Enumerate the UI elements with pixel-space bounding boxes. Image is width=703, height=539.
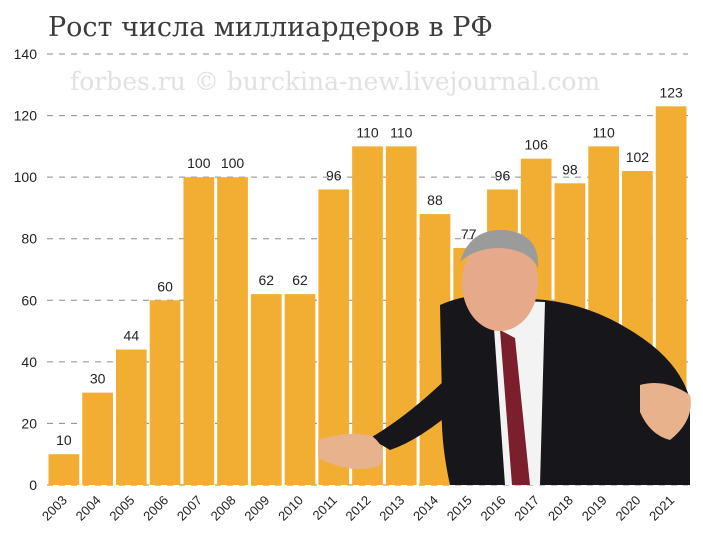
y-axis-labels: 0 20 40 60 80 100 120 140 (14, 46, 38, 493)
x-tick-label: 2015 (444, 493, 475, 524)
y-tick-label: 140 (14, 46, 38, 62)
bar (284, 294, 316, 485)
redacted-label-patch (512, 16, 690, 44)
bar (149, 300, 181, 485)
data-label: 60 (157, 278, 173, 294)
watermark-text: forbes.ru © burckina-new.livejournal.com (70, 67, 600, 96)
bar (48, 454, 80, 485)
data-label: 110 (356, 124, 379, 140)
x-axis-labels: 2003 2004 2005 2006 2007 2008 2009 2010 2011 2012… (39, 493, 677, 524)
x-tick-label: 2012 (343, 493, 374, 524)
data-label: 88 (427, 192, 443, 208)
x-tick-label: 2006 (140, 493, 171, 524)
bar (115, 349, 147, 485)
x-tick-label: 2017 (511, 493, 542, 524)
y-tick-label: 20 (21, 415, 37, 431)
bar (82, 392, 113, 485)
y-tick-label: 40 (21, 354, 37, 370)
data-label: 77 (461, 226, 477, 242)
x-tick-label: 2014 (410, 493, 441, 524)
bars: 10 30 44 60 100 100 62 62 96 110 110 88 77 96 106 98 110… (48, 84, 687, 486)
x-tick-label: 2020 (612, 493, 643, 524)
x-tick-label: 2013 (376, 493, 407, 524)
y-tick-label: 100 (14, 169, 38, 185)
data-label: 44 (124, 328, 140, 344)
bar (217, 177, 248, 485)
y-tick-label: 0 (29, 477, 37, 493)
x-tick-label: 2009 (241, 493, 272, 524)
y-tick-label: 120 (14, 108, 38, 124)
x-tick-label: 2019 (579, 493, 610, 524)
person-photo (318, 229, 691, 485)
x-tick-label: 2021 (646, 493, 677, 524)
x-tick-label: 2010 (275, 493, 306, 524)
chart-title: Рост числа миллиардеров в РФ (48, 12, 493, 43)
data-label: 123 (659, 84, 683, 100)
data-label: 10 (56, 432, 72, 448)
x-tick-label: 2011 (310, 493, 340, 523)
data-label: 98 (562, 161, 578, 177)
x-tick-label: 2018 (545, 493, 576, 524)
data-label: 100 (221, 155, 245, 171)
data-label: 30 (90, 371, 106, 387)
x-tick-label: 2016 (478, 493, 509, 524)
data-label: 102 (626, 149, 650, 165)
x-tick-label: 2004 (73, 493, 104, 524)
x-tick-label: 2008 (208, 493, 239, 524)
data-label: 110 (390, 124, 413, 140)
data-label: 110 (592, 124, 615, 140)
x-tick-label: 2003 (39, 493, 70, 524)
data-label: 96 (326, 167, 342, 183)
data-label: 62 (259, 272, 275, 288)
data-label: 96 (495, 167, 511, 183)
data-label: 62 (292, 272, 308, 288)
data-label: 106 (525, 137, 549, 153)
y-tick-label: 60 (21, 292, 37, 308)
bar (352, 146, 383, 485)
bar (183, 177, 215, 485)
x-tick-label: 2005 (106, 493, 137, 524)
bar (250, 294, 282, 485)
x-tick-label: 2007 (174, 493, 205, 524)
data-label: 100 (187, 155, 211, 171)
y-tick-label: 80 (21, 231, 37, 247)
